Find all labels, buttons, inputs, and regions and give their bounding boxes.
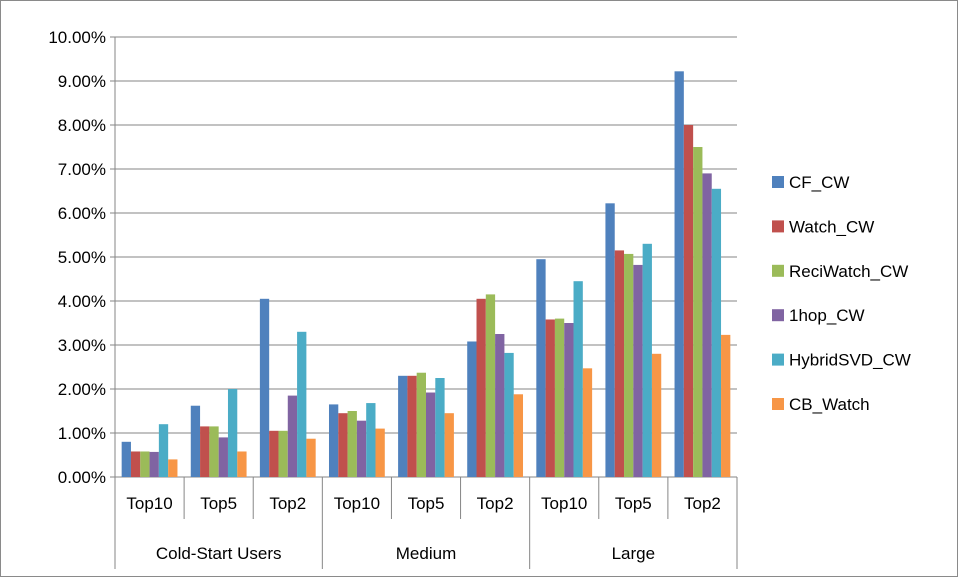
y-tick-label: 5.00% (58, 248, 106, 267)
legend-label: ReciWatch_CW (789, 262, 908, 281)
bar-cf-cw (259, 298, 270, 477)
bar-reciwatch-cw (416, 372, 426, 477)
x-category-label: Top5 (408, 494, 445, 513)
bar-watch-cw (338, 413, 348, 477)
x-category-label: Top2 (684, 494, 721, 513)
bar-cf-cw (674, 71, 684, 477)
bar-cb-watch (651, 353, 662, 477)
y-tick-label: 9.00% (58, 72, 106, 91)
bar-reciwatch-cw (140, 451, 150, 477)
y-tick-label: 2.00% (58, 380, 106, 399)
bar-reciwatch-cw (554, 318, 565, 477)
legend-swatch (772, 220, 784, 233)
x-group-label: Cold-Start Users (156, 544, 282, 563)
y-tick-label: 10.00% (48, 28, 106, 47)
bar-cb-watch (168, 459, 178, 477)
bar-cb-watch (582, 368, 593, 477)
bar-cb-watch (513, 394, 524, 477)
legend-label: 1hop_CW (789, 306, 865, 325)
bar-reciwatch-cw (278, 430, 288, 477)
bar-watch-cw (683, 125, 694, 477)
bar-cf-cw (467, 341, 477, 477)
bar-cb-watch (306, 438, 316, 477)
bar-watch-cw (200, 426, 210, 477)
legend-swatch (772, 398, 784, 410)
x-category-label: Top5 (200, 494, 237, 513)
bar-cf-cw (190, 405, 201, 477)
x-group-label: Medium (396, 544, 456, 563)
x-category-label: Top10 (334, 494, 380, 513)
bar-reciwatch-cw (209, 426, 219, 477)
y-tick-label: 1.00% (58, 424, 106, 443)
bar-hybridsvd-cw (158, 424, 169, 477)
bar-hybridsvd-cw (297, 331, 307, 477)
x-category-label: Top2 (477, 494, 514, 513)
legend-swatch (772, 176, 784, 188)
legend-label: HybridSVD_CW (789, 351, 911, 370)
bar-1hop-cw (564, 323, 574, 477)
x-category-label: Top2 (269, 494, 306, 513)
bar-watch-cw (545, 319, 555, 477)
bar-1hop-cw (633, 264, 643, 477)
bar-1hop-cw (495, 334, 505, 477)
bar-cf-cw (398, 375, 408, 477)
bar-1hop-cw (356, 420, 367, 477)
bar-1hop-cw (218, 437, 228, 477)
bar-hybridsvd-cw (366, 403, 376, 477)
bar-cf-cw (536, 259, 546, 477)
x-group-label: Large (612, 544, 655, 563)
bar-cb-watch (721, 334, 731, 477)
y-tick-label: 0.00% (58, 468, 106, 487)
bar-watch-cw (614, 250, 625, 477)
y-tick-label: 7.00% (58, 160, 106, 179)
bar-watch-cw (130, 451, 141, 477)
bar-reciwatch-cw (693, 147, 703, 477)
bar-cb-watch (375, 428, 385, 477)
x-category-label: Top10 (126, 494, 172, 513)
bar-watch-cw (407, 375, 417, 477)
legend-swatch (772, 353, 784, 366)
bar-1hop-cw (287, 395, 298, 477)
bar-watch-cw (476, 298, 486, 477)
bar-reciwatch-cw (347, 411, 357, 477)
bar-reciwatch-cw (485, 294, 496, 477)
bar-hybridsvd-cw (435, 378, 445, 477)
y-tick-label: 6.00% (58, 204, 106, 223)
y-tick-label: 3.00% (58, 336, 106, 355)
legend-label: Watch_CW (789, 217, 874, 236)
y-tick-label: 4.00% (58, 292, 106, 311)
bar-1hop-cw (702, 173, 712, 477)
x-category-label: Top5 (615, 494, 652, 513)
bar-hybridsvd-cw (504, 352, 514, 477)
bar-hybridsvd-cw (573, 281, 583, 477)
bar-1hop-cw (426, 392, 436, 477)
bar-cf-cw (605, 203, 615, 477)
bar-hybridsvd-cw (227, 389, 238, 477)
bar-1hop-cw (149, 451, 159, 477)
bar-hybridsvd-cw (711, 188, 722, 478)
bar-cb-watch (444, 413, 454, 477)
x-category-label: Top10 (541, 494, 587, 513)
legend-label: CB_Watch (789, 395, 870, 414)
bar-watch-cw (269, 430, 279, 477)
bar-reciwatch-cw (624, 253, 634, 477)
bar-cf-cw (328, 404, 339, 477)
bar-cf-cw (121, 441, 131, 477)
legend-swatch (772, 309, 784, 322)
legend-label: CF_CW (789, 173, 849, 192)
legend-swatch (772, 264, 784, 277)
bar-hybridsvd-cw (642, 243, 652, 477)
y-tick-label: 8.00% (58, 116, 106, 135)
bar-cb-watch (237, 451, 247, 477)
